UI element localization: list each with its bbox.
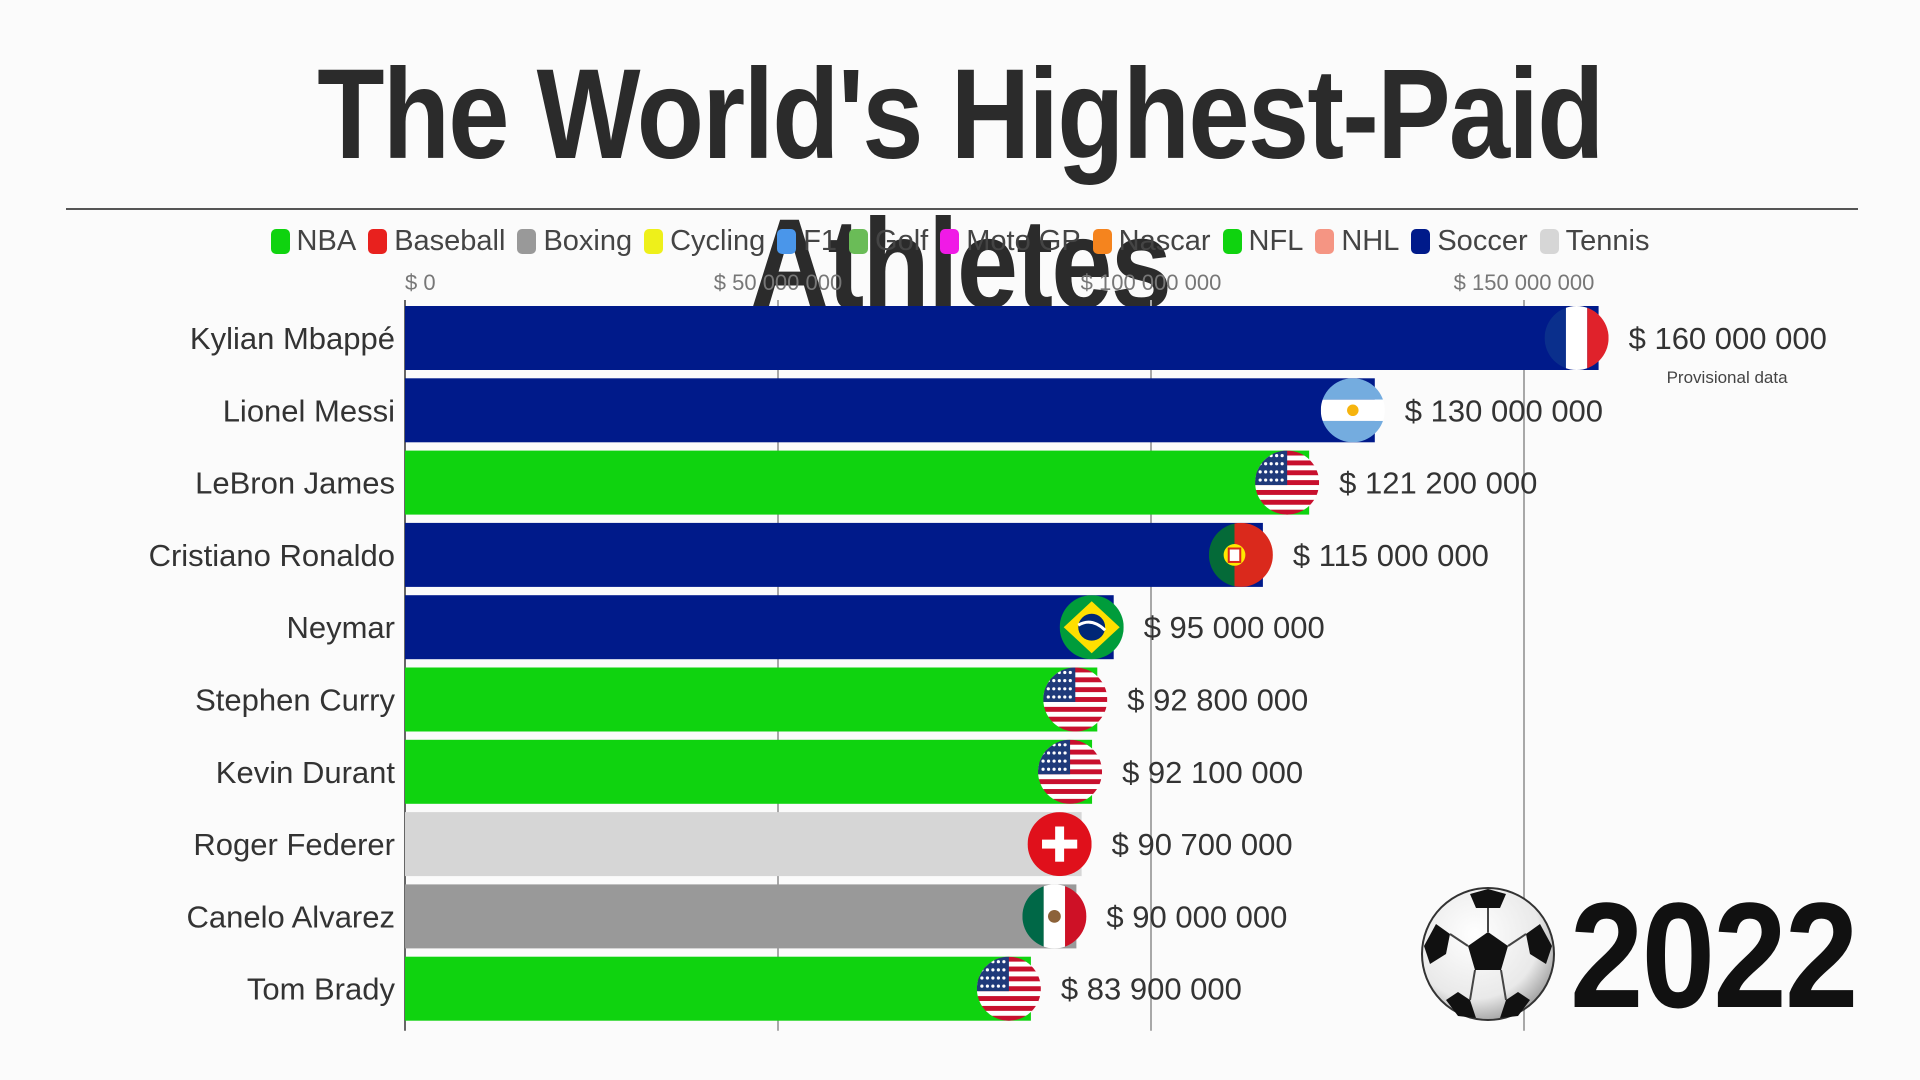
athlete-name: Canelo Alvarez: [186, 899, 395, 934]
bar: [405, 306, 1599, 370]
legend-label: Tennis: [1565, 224, 1650, 257]
value-label: $ 92 100 000: [1122, 755, 1303, 790]
legend-item: Boxing: [517, 225, 632, 258]
legend-swatch: [644, 228, 664, 254]
legend-label: NHL: [1341, 224, 1400, 257]
x-tick-label: $ 100 000 000: [1081, 270, 1222, 295]
bar: [405, 884, 1077, 949]
legend-label: F1: [803, 224, 838, 257]
value-label: $ 90 000 000: [1106, 899, 1287, 934]
value-label: $ 160 000 000: [1629, 321, 1827, 356]
legend-label: Cycling: [670, 224, 766, 257]
athlete-name: Kevin Durant: [216, 755, 396, 790]
x-tick-label: $ 50 000 000: [714, 270, 842, 295]
value-label: $ 121 200 000: [1339, 466, 1537, 501]
legend-label: NFL: [1248, 224, 1304, 257]
athlete-name: Stephen Curry: [195, 683, 395, 718]
portugal-flag-icon: [1208, 522, 1273, 587]
legend-swatch: [940, 228, 960, 254]
bar: [405, 378, 1375, 443]
legend-swatch: [1092, 228, 1112, 254]
legend-item: NHL: [1315, 225, 1399, 258]
athlete-name: Neymar: [286, 610, 395, 645]
legend-label: Nascar: [1118, 224, 1211, 257]
bar: [405, 739, 1093, 804]
legend-swatch: [1539, 228, 1559, 254]
usa-flag-icon: [976, 956, 1041, 1021]
legend-item: Moto GP: [940, 224, 1081, 258]
legend-swatch: [1411, 228, 1431, 254]
bar: [405, 956, 1031, 1021]
athlete-name: Tom Brady: [247, 972, 396, 1007]
legend: NBA Baseball Boxing Cycling F1 Golf Moto GP Nas…: [0, 218, 1920, 264]
legend-item: NBA: [270, 224, 357, 258]
legend-item: Baseball: [368, 225, 505, 258]
legend-swatch: [849, 228, 869, 254]
value-label: $ 83 900 000: [1061, 972, 1242, 1007]
athlete-name: LeBron James: [195, 466, 395, 501]
legend-item: Tennis: [1539, 224, 1650, 258]
value-label: $ 90 700 000: [1112, 827, 1293, 862]
legend-item: NFL: [1222, 224, 1304, 258]
argentina-flag-icon: [1320, 378, 1385, 443]
france-flag-icon: [1544, 306, 1609, 370]
athlete-name: Kylian Mbappé: [190, 321, 395, 356]
usa-flag-icon: [1043, 667, 1108, 732]
legend-label: Soccer: [1437, 224, 1528, 257]
value-label: $ 115 000 000: [1293, 538, 1489, 573]
legend-swatch: [1315, 228, 1335, 254]
usa-flag-icon: [1038, 739, 1103, 804]
provisional-note: Provisional data: [1666, 368, 1788, 387]
athlete-name: Roger Federer: [193, 827, 395, 862]
value-label: $ 130 000 000: [1405, 393, 1603, 428]
legend-item: Soccer: [1411, 224, 1528, 258]
legend-swatch: [270, 228, 290, 254]
legend-label: Golf: [875, 224, 929, 257]
legend-swatch: [517, 228, 537, 254]
x-tick-label: $ 0: [405, 270, 436, 295]
soccer-ball-icon: [1421, 887, 1555, 1021]
bar: [405, 522, 1263, 587]
brazil-flag-icon: [1059, 595, 1124, 660]
chart-title: The World's Highest-Paid Athletes: [317, 43, 1604, 336]
value-label: $ 95 000 000: [1144, 610, 1325, 645]
athlete-name: Cristiano Ronaldo: [149, 538, 395, 573]
value-label: $ 92 800 000: [1127, 683, 1308, 718]
bar: [405, 450, 1310, 515]
usa-flag-icon: [1255, 450, 1320, 515]
legend-label: Boxing: [543, 224, 633, 257]
mexico-flag-icon: [1022, 884, 1087, 949]
title-divider: [66, 208, 1858, 210]
legend-item: Nascar: [1092, 224, 1211, 258]
legend-swatch: [1222, 228, 1242, 254]
bar: [405, 812, 1082, 877]
switzerland-flag-icon: [1027, 812, 1092, 877]
legend-label: Baseball: [394, 224, 506, 257]
x-tick-label: $ 150 000 000: [1454, 270, 1595, 295]
bar: [405, 595, 1114, 660]
legend-label: Moto GP: [966, 224, 1081, 257]
bar: [405, 667, 1098, 732]
legend-label: NBA: [296, 224, 357, 257]
legend-swatch: [368, 228, 388, 254]
athlete-name: Lionel Messi: [223, 393, 395, 428]
legend-swatch: [777, 228, 797, 254]
legend-item: Cycling: [644, 225, 765, 258]
year-label: 2022: [1570, 871, 1858, 1039]
legend-item: Golf: [849, 225, 928, 258]
legend-item: F1: [777, 225, 837, 258]
